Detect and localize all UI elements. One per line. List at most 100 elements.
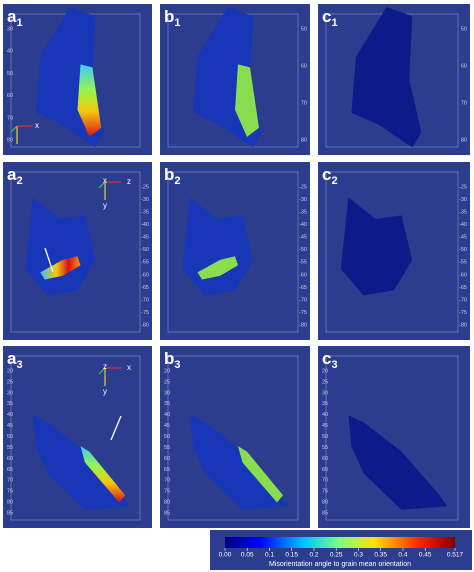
axis-arrow xyxy=(10,125,18,133)
axis-tick-label: 70 xyxy=(7,115,13,121)
panel-label: a2 xyxy=(7,165,23,186)
panel-letter: c xyxy=(322,349,331,368)
axis-tick-label: 50 xyxy=(322,434,328,440)
axis-tick-label: 80 xyxy=(322,500,328,506)
colorbar-tick-label: 0.517 xyxy=(447,552,464,559)
axis-tick-label: -55 xyxy=(299,260,307,266)
axis-tick-label: -25 xyxy=(299,184,307,190)
hot-region xyxy=(80,446,126,503)
panel: b2 -25 -30 -35 -40 -45 -50 -55 -60 -65 -70 -75 -80 xyxy=(160,162,310,340)
panel-frame xyxy=(10,171,141,333)
axis-tick-label: 55 xyxy=(7,445,13,451)
colorbar-tick-label: 0.35 xyxy=(374,552,387,559)
panel-index: 1 xyxy=(331,17,337,29)
panel-index: 2 xyxy=(16,175,22,187)
axis-tick-label: 75 xyxy=(164,489,170,495)
axis-tick-label: -50 xyxy=(299,247,307,253)
panel-index: 1 xyxy=(16,17,22,29)
axis-tick-label: 80 xyxy=(301,137,307,143)
axis-tick-label: -50 xyxy=(141,247,149,253)
axis-tick-label: -65 xyxy=(299,285,307,291)
axis-tick-label: 60 xyxy=(7,456,13,462)
axis-tick-label: -70 xyxy=(141,297,149,303)
colorbar-tick-label: 0.05 xyxy=(241,552,254,559)
axis-tick-label: 80 xyxy=(461,137,467,143)
colorbar-tick-label: 0.25 xyxy=(330,552,343,559)
axis-tick-label: -75 xyxy=(299,310,307,316)
axis-tick-label: -35 xyxy=(459,210,467,216)
arrow xyxy=(44,247,54,273)
axis-tick-label: 50 xyxy=(7,71,13,77)
axis-tick-label: -35 xyxy=(299,210,307,216)
panel-frame xyxy=(325,171,459,333)
axis-tick-label: -30 xyxy=(459,197,467,203)
panel-label: b3 xyxy=(164,349,181,370)
axis-arrow xyxy=(98,367,106,375)
axis-tick-label: 45 xyxy=(164,423,170,429)
axis-tick-label: 85 xyxy=(7,510,13,516)
axis-tick-label: 25 xyxy=(164,379,170,385)
axis-tick-label: -45 xyxy=(141,235,149,241)
colorbar-tick-label: 0.4 xyxy=(398,552,407,559)
axis-tick-label: 30 xyxy=(7,26,13,32)
panel-index: 3 xyxy=(16,359,22,371)
axis-tick-label: 30 xyxy=(164,390,170,396)
panel-index: 2 xyxy=(174,175,180,187)
axis-tick-label: 35 xyxy=(7,401,13,407)
axis-tick-label: 55 xyxy=(164,445,170,451)
axis-tick-label: -70 xyxy=(459,297,467,303)
colorbar-box xyxy=(210,530,472,570)
axis-tick-label: -45 xyxy=(459,235,467,241)
panel-label: b1 xyxy=(164,7,181,28)
axis-tick-label: 60 xyxy=(322,456,328,462)
colorbar-tick-label: 0.15 xyxy=(285,552,298,559)
axis-tick-label: -30 xyxy=(141,197,149,203)
axis-tick-label: -70 xyxy=(299,297,307,303)
panel-index: 1 xyxy=(174,17,180,29)
axis-tick-label: -60 xyxy=(299,272,307,278)
axis-letter: y xyxy=(103,201,107,210)
axis-tick-label: 85 xyxy=(164,510,170,516)
axis-tick-label: 30 xyxy=(322,390,328,396)
axis-tick-label: 75 xyxy=(7,489,13,495)
axis-tick-label: 25 xyxy=(7,379,13,385)
axis-tick-label: 60 xyxy=(461,63,467,69)
axis-tick-label: -25 xyxy=(141,184,149,190)
axis-tick-label: -45 xyxy=(299,235,307,241)
axis-arrow xyxy=(98,181,106,189)
panel-frame xyxy=(167,171,299,333)
axis-tick-label: -40 xyxy=(141,222,149,228)
axis-tick-label: -80 xyxy=(299,322,307,328)
panel: b1 50 60 70 80 xyxy=(160,4,310,155)
panel: a2 -25 -30 -35 -40 -45 -50 -55 -60 -65 -70 -75 -80 x z… xyxy=(3,162,152,340)
grain xyxy=(351,7,422,148)
axis-tick-label: 30 xyxy=(7,390,13,396)
axis-tick-label: -35 xyxy=(141,210,149,216)
axis-tick-label: 70 xyxy=(301,100,307,106)
axis-tick-label: -30 xyxy=(299,197,307,203)
axis-tick-label: -55 xyxy=(459,260,467,266)
arrow xyxy=(110,415,122,441)
hot-region xyxy=(238,446,283,503)
axis-tick-label: 40 xyxy=(322,412,328,418)
axis-tick-label: 80 xyxy=(164,500,170,506)
panel-letter: a xyxy=(7,7,17,26)
axis-tick-label: 80 xyxy=(7,500,13,506)
colorbar-tick-label: 0.45 xyxy=(419,552,432,559)
axis-tick-label: 60 xyxy=(164,456,170,462)
axis-tick-label: 35 xyxy=(322,401,328,407)
axis-tick-label: 75 xyxy=(322,489,328,495)
axis-tick-label: -60 xyxy=(141,272,149,278)
panel-letter: b xyxy=(164,7,174,26)
panel-label: a3 xyxy=(7,349,23,370)
axis-tick-label: 25 xyxy=(322,379,328,385)
axis-tick-label: 50 xyxy=(164,434,170,440)
axis-tick-label: -75 xyxy=(141,310,149,316)
colorbar xyxy=(225,537,455,548)
axis-tick-label: 65 xyxy=(322,467,328,473)
axis-tick-label: 70 xyxy=(461,100,467,106)
axis-letter: z xyxy=(103,362,107,371)
